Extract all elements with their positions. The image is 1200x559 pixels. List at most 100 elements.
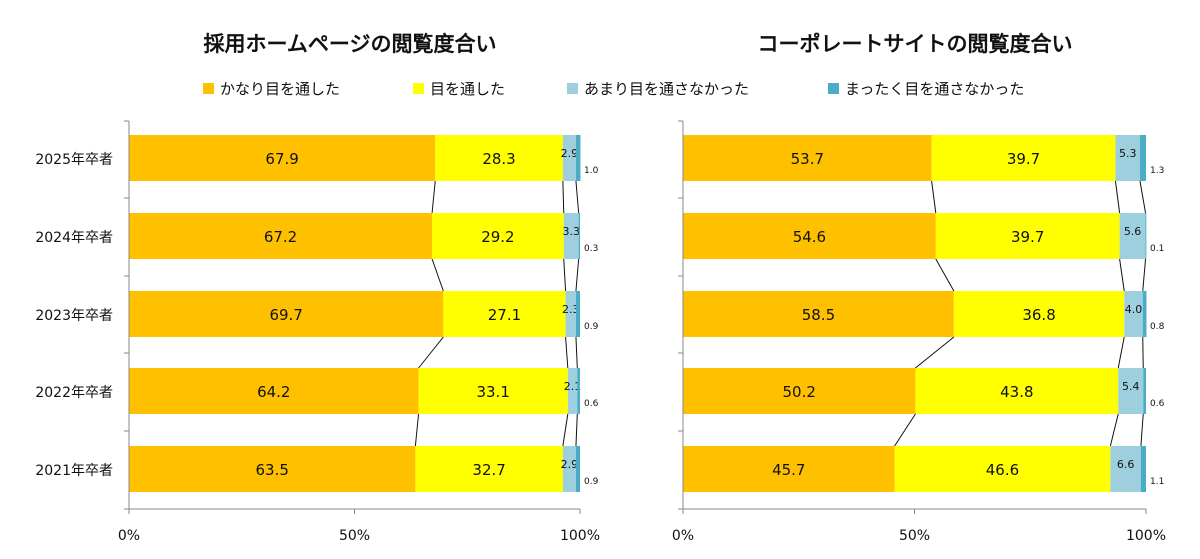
chart2-value-label-2-s1: 54.6	[793, 228, 826, 246]
legend-item-3: あまり目を通さなかった	[567, 78, 749, 99]
chart1-bar-2-s4	[578, 213, 580, 259]
chart1-connector-4-2	[562, 413, 569, 447]
chart1-value-label-3-s1: 69.7	[269, 306, 302, 324]
legend-item-4: まったく目を通さなかった	[828, 78, 1024, 99]
chart1-value-label-2-s1: 67.2	[264, 228, 297, 246]
chart2-bar-4-s2	[915, 368, 1119, 414]
chart1-value-label-4-s1: 64.2	[257, 383, 290, 401]
chart1-value-label-4-s4: 0.6	[584, 399, 599, 409]
chart2-connector-3-1	[915, 336, 955, 369]
chart1-value-label-3-s4: 0.9	[584, 322, 599, 332]
chart2-connector-4-1	[894, 413, 916, 447]
chart1-value-label-5-s4: 0.9	[584, 477, 599, 487]
chart1-bar-1-s3	[562, 135, 576, 181]
chart1-connector-1-2	[562, 180, 565, 214]
chart1-value-label-5-s3: 2.9	[561, 458, 579, 471]
chart1-connector-2-2	[563, 258, 567, 292]
chart1-bar-5-s4	[575, 446, 580, 492]
chart2-bar-1-s3	[1115, 135, 1140, 181]
chart2-connector-3-2	[1117, 336, 1125, 369]
chart2-bar-1-s1	[683, 135, 932, 181]
legend: かなり目を通した 目を通した あまり目を通さなかった まったく目を通さなかった	[0, 78, 1200, 100]
chart2-bar-5-s4	[1140, 446, 1146, 492]
chart2-value-label-2-s4: 0.1	[1150, 244, 1164, 254]
chart1-bar-2-s1	[129, 213, 433, 259]
chart1-x-tick-label-2: 50%	[339, 528, 370, 544]
chart2-value-label-1-s4: 1.3	[1150, 166, 1164, 176]
chart2-connector-2-3	[1142, 258, 1147, 292]
legend-label-1: かなり目を通した	[220, 80, 341, 98]
chart2-bar-4-s3	[1118, 368, 1144, 414]
chart1-bar-5-s2	[415, 446, 563, 492]
chart2-bar-2-s1	[683, 213, 936, 259]
chart1-value-label-4-s2: 33.1	[476, 383, 509, 401]
legend-item-2: 目を通した	[413, 78, 505, 99]
chart2-value-label-2-s2: 39.7	[1011, 228, 1044, 246]
chart2-value-label-1-s3: 5.3	[1119, 147, 1137, 160]
chart2-value-label-3-s1: 58.5	[802, 306, 835, 324]
chart2-value-label-3-s3: 4.0	[1125, 303, 1143, 316]
legend-swatch-1	[203, 83, 214, 94]
chart2-connector-2-1	[935, 258, 955, 292]
chart1-connector-2-3	[575, 258, 580, 292]
legend-label-4: まったく目を通さなかった	[845, 80, 1025, 98]
chart1-connector-1-1	[431, 180, 436, 214]
chart1-value-label-3-s3: 2.3	[562, 303, 580, 316]
chart1-connector-2-1	[431, 258, 444, 292]
chart2-bar-5-s1	[683, 446, 895, 492]
chart1-bar-1-s4	[575, 135, 581, 181]
chart-2-title: コーポレートサイトの閲覧度合い	[757, 32, 1073, 56]
chart2-bar-4-s4	[1143, 368, 1146, 414]
chart2-connector-4-3	[1140, 413, 1144, 447]
chart2-value-label-4-s4: 0.6	[1150, 399, 1165, 409]
chart2-bar-5-s2	[894, 446, 1111, 492]
chart1-value-label-1-s2: 28.3	[482, 150, 515, 168]
chart1-value-label-4-s3: 2.1	[564, 380, 582, 393]
chart1-connector-4-3	[575, 413, 578, 447]
chart2-bar-3-s2	[953, 291, 1125, 337]
chart1-value-label-3-s2: 27.1	[488, 306, 521, 324]
chart1-x-tick-label-1: 0%	[118, 528, 140, 544]
chart1-bar-3-s1	[129, 291, 444, 337]
legend-label-3: あまり目を通さなかった	[584, 80, 750, 98]
chart2-bar-2-s4	[1145, 213, 1147, 259]
chart2-bar-2-s3	[1119, 213, 1146, 259]
category-label-1: 2025年卒者	[35, 152, 113, 168]
chart1-value-label-2-s2: 29.2	[481, 228, 514, 246]
chart1-value-label-2-s3: 3.3	[562, 225, 580, 238]
chart1-connector-3-1	[418, 336, 444, 369]
chart1-value-label-1-s4: 1.0	[584, 166, 599, 176]
chart2-x-tick-label-1: 0%	[672, 528, 694, 544]
chart1-bar-3-s3	[565, 291, 576, 337]
chart2-bar-2-s2	[935, 213, 1120, 259]
chart1-bar-5-s3	[562, 446, 576, 492]
legend-swatch-2	[413, 83, 424, 94]
chart2-connector-1-3	[1139, 180, 1147, 214]
chart1-bar-1-s1	[129, 135, 436, 181]
chart1-connector-1-3	[575, 180, 580, 214]
category-label-4: 2022年卒者	[35, 385, 113, 401]
chart1-value-label-5-s1: 63.5	[255, 461, 288, 479]
chart1-value-label-5-s2: 32.7	[472, 461, 505, 479]
chart1-x-tick-label-3: 100%	[560, 528, 600, 544]
chart2-value-label-5-s2: 46.6	[986, 461, 1019, 479]
chart1-connector-4-1	[414, 413, 420, 447]
chart2-bar-3-s1	[683, 291, 954, 337]
chart1-value-label-2-s4: 0.3	[584, 244, 598, 254]
chart2-bar-3-s3	[1124, 291, 1143, 337]
category-label-2: 2024年卒者	[35, 230, 113, 246]
legend-label-2: 目を通した	[430, 80, 506, 98]
chart1-bar-4-s3	[567, 368, 578, 414]
chart2-value-label-3-s2: 36.8	[1022, 306, 1055, 324]
chart1-bar-2-s2	[432, 213, 564, 259]
chart-1-title: 採用ホームページの閲覧度合い	[203, 32, 497, 56]
chart2-x-tick-label-2: 50%	[899, 528, 930, 544]
legend-swatch-4	[828, 83, 839, 94]
chart2-value-label-3-s4: 0.8	[1150, 322, 1165, 332]
chart1-bar-1-s2	[435, 135, 563, 181]
chart1-bar-3-s2	[443, 291, 566, 337]
chart2-value-label-4-s1: 50.2	[783, 383, 816, 401]
chart2-value-label-5-s4: 1.1	[1150, 477, 1164, 487]
chart2-connector-1-2	[1114, 180, 1121, 214]
chart1-bar-4-s1	[129, 368, 419, 414]
